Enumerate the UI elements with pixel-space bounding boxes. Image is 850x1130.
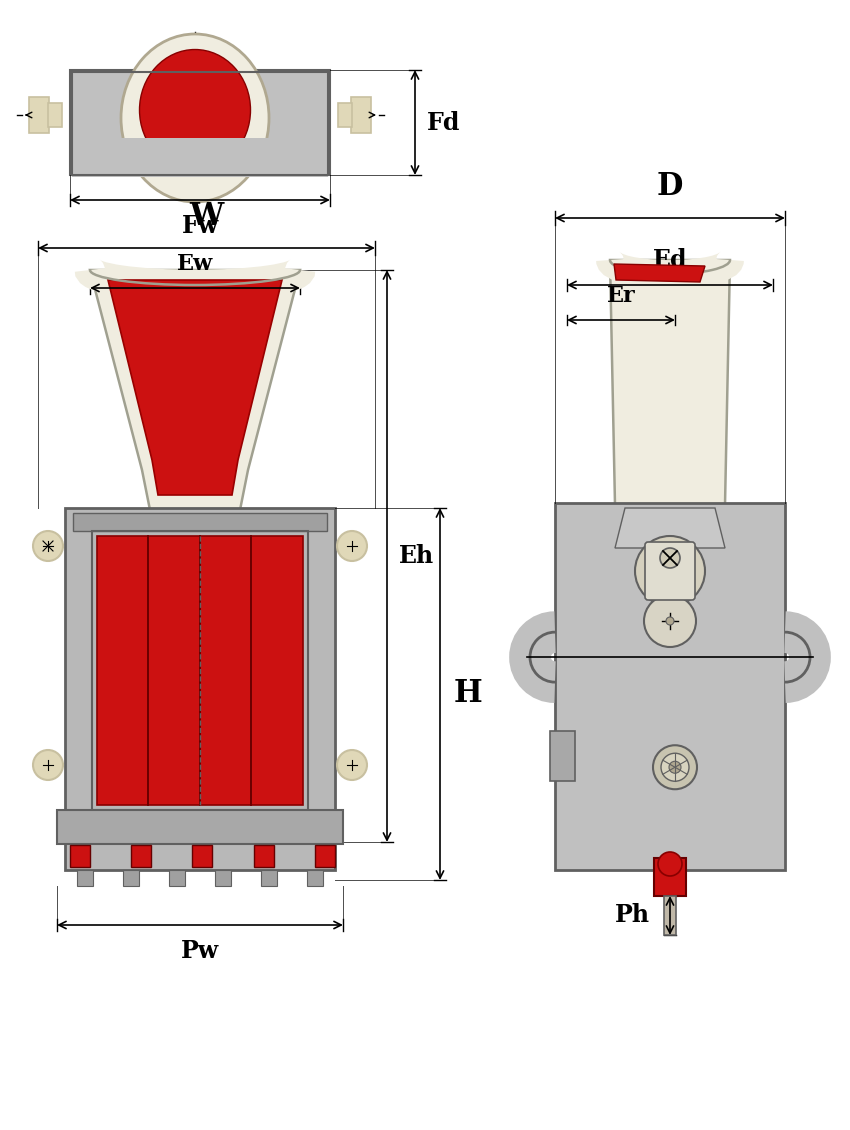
Bar xyxy=(29,97,49,133)
Polygon shape xyxy=(610,260,730,505)
Text: H: H xyxy=(454,678,483,710)
Bar xyxy=(65,508,335,870)
FancyBboxPatch shape xyxy=(645,542,695,600)
Bar xyxy=(192,845,212,867)
Circle shape xyxy=(666,617,674,625)
Text: Fd: Fd xyxy=(427,111,461,134)
Bar xyxy=(261,870,277,886)
Bar xyxy=(664,896,676,935)
Polygon shape xyxy=(615,508,725,548)
Bar xyxy=(57,810,343,844)
Bar xyxy=(97,536,149,805)
Bar xyxy=(254,845,274,867)
Text: D: D xyxy=(657,171,683,202)
Circle shape xyxy=(337,750,367,780)
Bar xyxy=(149,536,200,805)
Bar xyxy=(72,138,328,177)
Circle shape xyxy=(644,596,696,647)
Ellipse shape xyxy=(121,34,269,202)
Bar xyxy=(72,72,328,175)
Polygon shape xyxy=(108,280,282,495)
Bar xyxy=(338,103,352,127)
Polygon shape xyxy=(90,270,300,510)
Bar xyxy=(73,513,327,531)
Circle shape xyxy=(33,531,63,560)
Circle shape xyxy=(635,536,705,606)
Circle shape xyxy=(669,762,681,773)
Bar xyxy=(169,870,185,886)
Polygon shape xyxy=(550,730,575,781)
Text: Pw: Pw xyxy=(181,939,219,963)
Bar xyxy=(48,103,62,127)
Text: Ph: Ph xyxy=(615,904,650,928)
Polygon shape xyxy=(614,264,705,282)
Bar xyxy=(131,845,151,867)
Text: Ew: Ew xyxy=(177,253,213,275)
Text: Fw: Fw xyxy=(181,214,218,238)
Circle shape xyxy=(337,531,367,560)
Bar xyxy=(307,870,323,886)
Circle shape xyxy=(660,548,680,568)
Circle shape xyxy=(661,754,689,781)
Text: W: W xyxy=(190,201,224,232)
Bar xyxy=(123,870,139,886)
Bar xyxy=(215,870,231,886)
Circle shape xyxy=(33,750,63,780)
Bar xyxy=(654,858,686,896)
Circle shape xyxy=(653,746,697,789)
Text: Er: Er xyxy=(607,285,635,307)
Bar xyxy=(252,536,303,805)
Bar xyxy=(555,503,785,870)
Bar xyxy=(200,536,252,805)
Circle shape xyxy=(658,852,682,876)
Text: Eh: Eh xyxy=(399,544,434,568)
Bar xyxy=(70,70,330,175)
Bar xyxy=(70,845,90,867)
Bar xyxy=(351,97,371,133)
Text: Ed: Ed xyxy=(653,247,688,272)
Ellipse shape xyxy=(139,50,251,171)
Bar xyxy=(315,845,335,867)
Bar xyxy=(77,870,93,886)
Bar xyxy=(92,531,308,810)
